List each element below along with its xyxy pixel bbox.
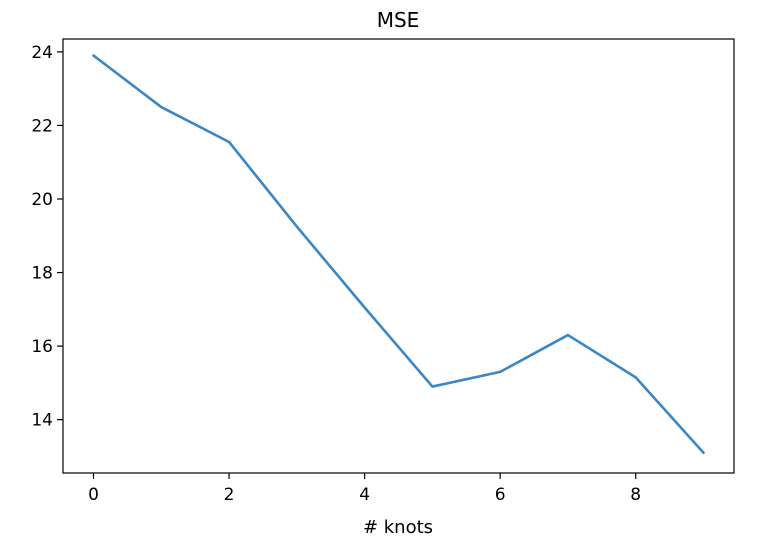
y-axis-ticks: 14 16 18 20 22 24 (31, 43, 63, 431)
y-tick-label: 20 (31, 190, 53, 210)
y-tick-label: 18 (31, 264, 53, 284)
x-tick-label: 6 (495, 485, 506, 505)
y-tick-label: 14 (31, 411, 53, 431)
chart-title: MSE (377, 8, 420, 32)
y-tick-label: 24 (31, 43, 53, 63)
x-tick-label: 0 (88, 485, 99, 505)
x-axis-label: # knots (363, 517, 433, 538)
x-tick-label: 2 (224, 485, 235, 505)
plot-area-frame (62, 38, 735, 474)
x-tick-label: 4 (359, 485, 370, 505)
x-axis-ticks: 0 2 4 6 8 (88, 473, 641, 505)
series-layer (92, 54, 705, 455)
y-tick-label: 22 (31, 116, 53, 136)
series-line (92, 54, 705, 455)
x-tick-label: 8 (630, 485, 641, 505)
y-tick-label: 16 (31, 337, 53, 357)
